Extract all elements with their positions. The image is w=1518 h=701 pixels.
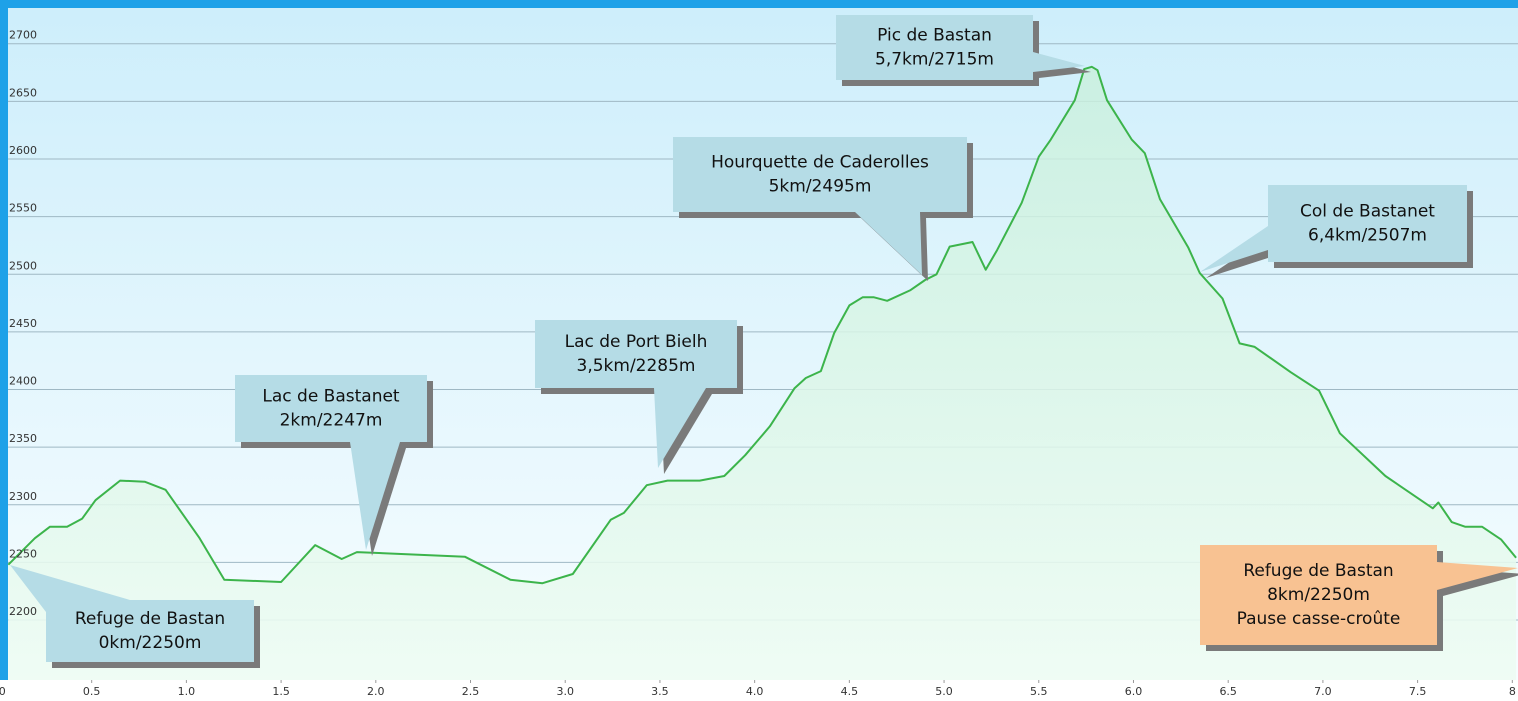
- callout-box: [836, 15, 1033, 80]
- x-tick-label: 0.0: [0, 685, 6, 698]
- callout-box: [46, 600, 254, 662]
- callout-box: [535, 320, 737, 388]
- x-tick-label: 0.5: [83, 685, 101, 698]
- y-tick-label: 2500: [9, 259, 37, 272]
- callout-text: 5,7km/2715m: [875, 50, 994, 70]
- y-tick-label: 2550: [9, 202, 37, 215]
- callout-text: 5km/2495m: [769, 177, 872, 197]
- x-tick-label: 5.5: [1030, 685, 1048, 698]
- x-tick-label: 6.5: [1219, 685, 1237, 698]
- callout-text: Pause casse-croûte: [1237, 609, 1401, 629]
- x-tick-label: 2.0: [367, 685, 385, 698]
- callout-text: Refuge de Bastan: [75, 609, 225, 629]
- elevation-area: [8, 66, 1517, 681]
- x-tick-label: 3.0: [556, 685, 574, 698]
- callout-text: 3,5km/2285m: [577, 356, 696, 376]
- callout-text: Refuge de Bastan: [1243, 561, 1393, 581]
- callout-text: Hourquette de Caderolles: [711, 153, 929, 173]
- x-tick-label: 8: [1509, 685, 1516, 698]
- x-tick-label: 5.0: [935, 685, 953, 698]
- y-tick-label: 2650: [9, 86, 37, 99]
- x-tick-label: 1.5: [272, 685, 290, 698]
- callout-text: Lac de Port Bielh: [565, 332, 708, 352]
- y-tick-label: 2300: [9, 490, 37, 503]
- callout-text: Col de Bastanet: [1300, 202, 1435, 222]
- x-tick-label: 3.5: [651, 685, 669, 698]
- callout-pointer: [855, 212, 922, 275]
- x-tick-label: 1.0: [178, 685, 196, 698]
- callout-pointer: [1437, 562, 1518, 590]
- y-tick-label: 2350: [9, 432, 37, 445]
- frame-left: [0, 0, 8, 680]
- callout-box: [673, 137, 967, 212]
- x-tick-label: 4.5: [841, 685, 859, 698]
- x-tick-label: 7.0: [1314, 685, 1332, 698]
- x-tick-label: 7.5: [1409, 685, 1427, 698]
- frame-top: [0, 0, 1518, 8]
- callout-pointer: [1033, 52, 1085, 72]
- callout-pointer: [350, 442, 400, 550]
- callout-box: [1268, 185, 1467, 262]
- callout-text: 0km/2250m: [99, 633, 202, 653]
- elevation-line: [7, 65, 1517, 585]
- x-tick-label: 6.0: [1125, 685, 1143, 698]
- x-tick-label: 2.5: [462, 685, 480, 698]
- y-tick-label: 2600: [9, 144, 37, 157]
- y-tick-label: 2200: [9, 605, 37, 618]
- x-tick-label: 4.0: [746, 685, 764, 698]
- callout-text: Lac de Bastanet: [262, 387, 400, 407]
- y-tick-label: 2250: [9, 547, 37, 560]
- callout-box: [1200, 545, 1437, 645]
- callout-pointer: [1200, 226, 1268, 272]
- callout-text: 2km/2247m: [280, 411, 383, 431]
- callout-box: [235, 375, 427, 442]
- y-tick-label: 2400: [9, 375, 37, 388]
- callout-text: 6,4km/2507m: [1308, 226, 1427, 246]
- y-tick-label: 2700: [9, 29, 37, 42]
- callout-text: 8km/2250m: [1267, 585, 1370, 605]
- y-tick-label: 2450: [9, 317, 37, 330]
- callout-text: Pic de Bastan: [877, 26, 992, 46]
- callout-pointer: [654, 388, 706, 468]
